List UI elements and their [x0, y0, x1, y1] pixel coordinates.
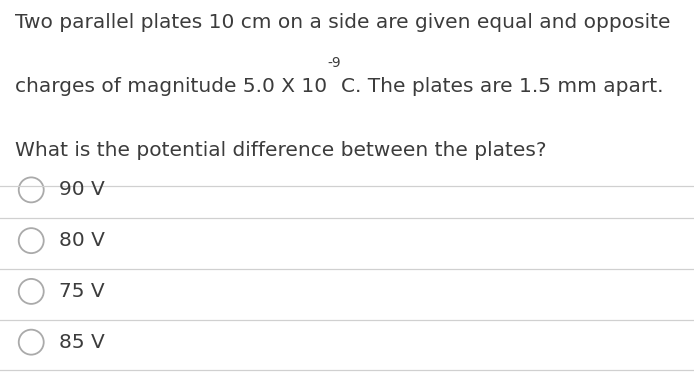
Text: C. The plates are 1.5 mm apart.: C. The plates are 1.5 mm apart. — [341, 77, 663, 96]
Text: 90 V: 90 V — [59, 180, 105, 199]
Text: 75 V: 75 V — [59, 282, 105, 301]
Text: 85 V: 85 V — [59, 333, 105, 352]
Text: charges of magnitude 5.0 X 10: charges of magnitude 5.0 X 10 — [15, 77, 328, 96]
Text: 80 V: 80 V — [59, 231, 105, 250]
Text: What is the potential difference between the plates?: What is the potential difference between… — [15, 141, 547, 160]
Text: -9: -9 — [328, 56, 341, 70]
Text: Two parallel plates 10 cm on a side are given equal and opposite: Two parallel plates 10 cm on a side are … — [15, 13, 671, 32]
